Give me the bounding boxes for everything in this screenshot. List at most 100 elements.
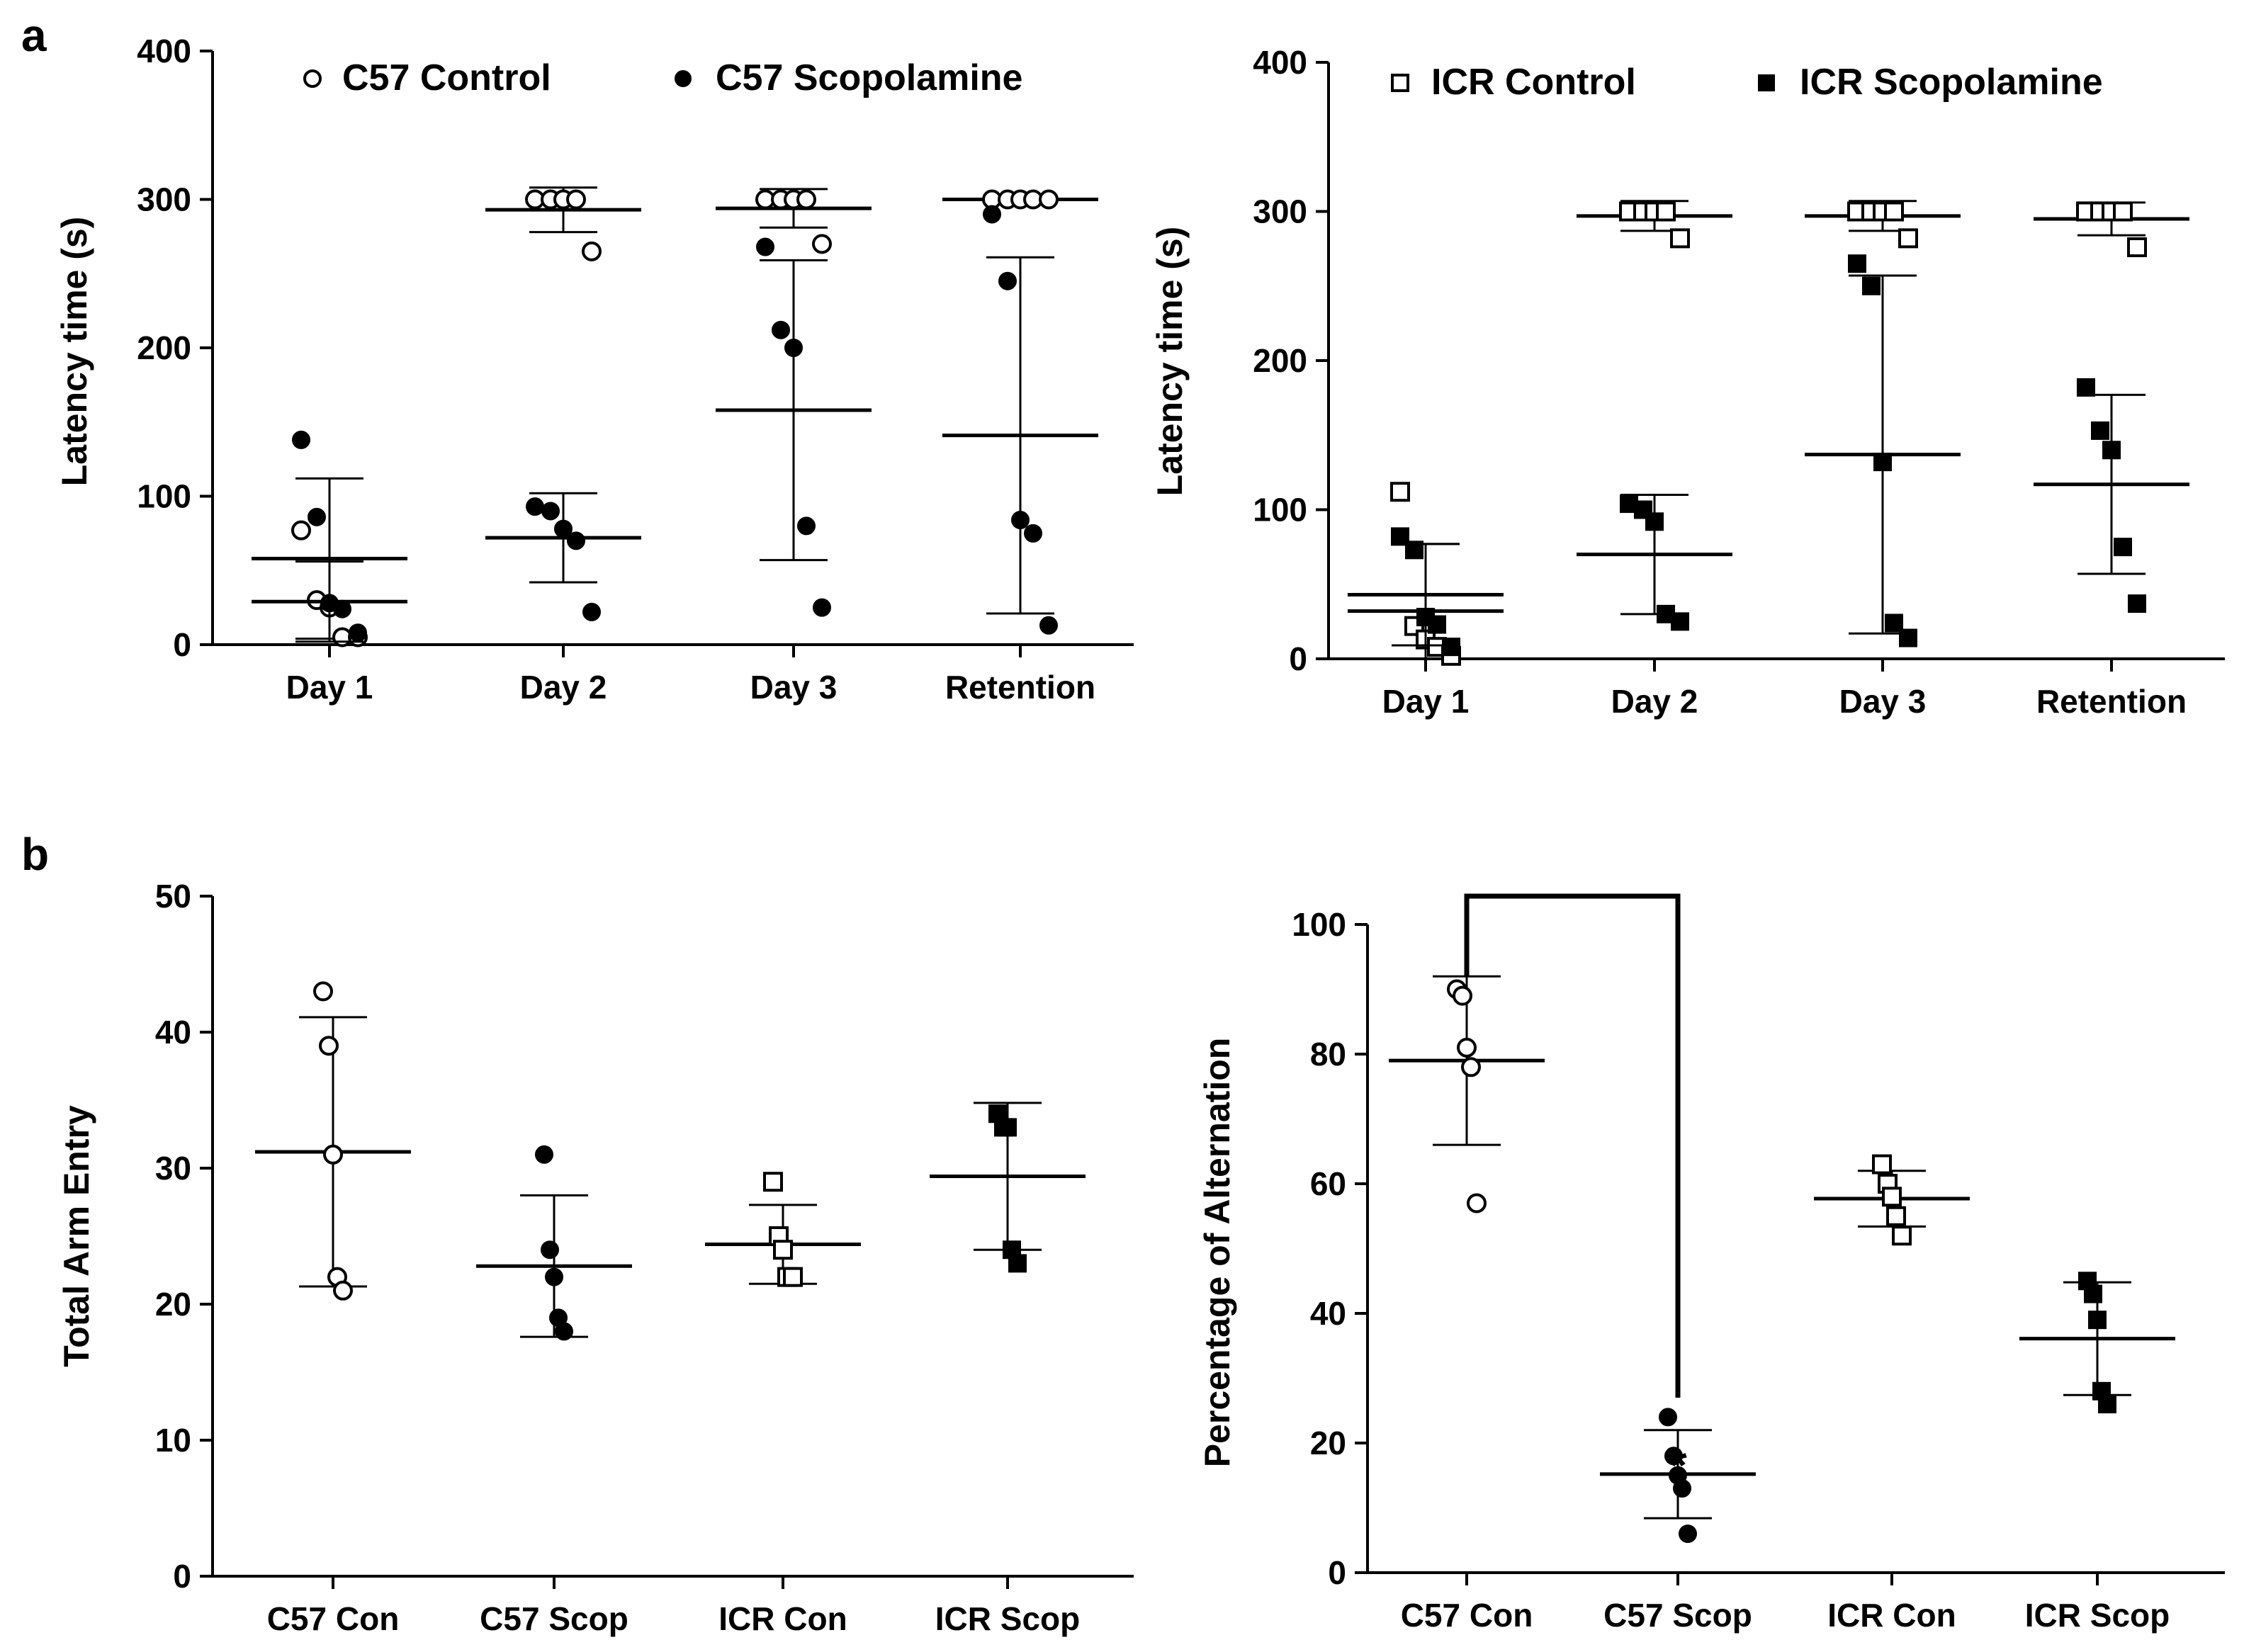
legend-marker-c57-control <box>303 69 322 88</box>
chart-total-arm-entry: 0 10 20 30 40 50 C57 Con C57 Scop ICR Con ICR Sco… <box>57 878 1134 1637</box>
significance-bracket <box>1464 893 1681 1398</box>
x-tick-label-c57-con: C57 Con <box>267 1600 400 1637</box>
data-point <box>526 497 544 516</box>
data-point <box>545 1267 563 1286</box>
series-icr-scop <box>2019 1272 2175 1414</box>
chart-percentage-alternation: 0 20 40 60 80 100 C57 Con C57 Scop ICR Con ICR Sc… <box>1197 893 2225 1634</box>
data-point <box>1390 482 1410 502</box>
data-point <box>772 320 790 339</box>
data-point <box>1467 1193 1487 1213</box>
data-point <box>2102 441 2121 460</box>
data-point <box>567 531 585 550</box>
x-tick-label-day-2: Day 2 <box>520 669 607 706</box>
significance-asterisk: * <box>1669 1439 1687 1491</box>
data-point <box>1886 1206 1906 1226</box>
data-point <box>308 507 326 526</box>
data-point <box>1453 985 1472 1006</box>
data-point <box>323 1144 343 1165</box>
data-point <box>313 981 333 1002</box>
x-tick-label-day-1: Day 1 <box>286 669 373 706</box>
y-tick-label: 0 <box>173 1558 191 1595</box>
data-point <box>2127 237 2147 258</box>
data-point <box>291 520 311 541</box>
data-point <box>983 205 1001 224</box>
data-point <box>784 339 803 357</box>
series-icr-con <box>705 1172 861 1287</box>
x-tick-label-c57-con: C57 Con <box>1401 1597 1533 1634</box>
data-point <box>783 1267 803 1287</box>
data-point <box>813 598 831 617</box>
data-point <box>1024 524 1042 543</box>
data-point <box>566 189 586 210</box>
y-tick-label: 100 <box>137 478 191 515</box>
legend-label-c57-control: C57 Control <box>342 57 551 98</box>
x-tick-label-icr-scop: ICR Scop <box>935 1600 1080 1637</box>
legend-label-icr-control: ICR Control <box>1431 62 1636 103</box>
data-point <box>2113 201 2133 222</box>
series-icr-scop <box>930 1102 1086 1273</box>
y-tick-label: 40 <box>1310 1295 1346 1332</box>
data-point <box>1892 1226 1912 1246</box>
y-axis-title: Latency time (s) <box>1150 227 1190 497</box>
data-point <box>2098 1395 2116 1414</box>
series-c57-con <box>255 981 411 1301</box>
data-point <box>1645 512 1664 531</box>
data-point <box>2077 378 2095 397</box>
data-point <box>1659 1408 1677 1427</box>
data-point <box>1442 638 1460 657</box>
data-point <box>1885 613 1903 633</box>
chart-icr-passive-avoidance: 0 100 200 300 400 Day 1 Day 2 Day 3 Retention Lat… <box>1150 44 2225 720</box>
data-point <box>349 623 367 643</box>
legend-marker-icr-scopolamine <box>1758 74 1775 91</box>
data-point <box>773 1240 793 1260</box>
x-tick-label-icr-con: ICR Con <box>718 1600 847 1637</box>
data-point <box>1873 453 1892 472</box>
legend-marker-c57-scopolamine <box>675 70 692 87</box>
y-tick-label: 100 <box>1292 906 1346 943</box>
data-point <box>1461 1057 1481 1077</box>
data-point <box>1848 254 1866 273</box>
data-point <box>1656 201 1676 222</box>
y-axis-title: Latency time (s) <box>55 217 94 487</box>
y-tick-label: 0 <box>1289 640 1307 677</box>
y-tick-label: 40 <box>155 1014 191 1051</box>
data-point <box>319 1036 339 1056</box>
data-point <box>1039 616 1058 635</box>
panel-label-b: b <box>21 829 49 880</box>
data-point <box>756 237 774 256</box>
data-point <box>541 1240 559 1260</box>
series-c57-scop <box>1600 1408 1756 1544</box>
y-tick-label: 60 <box>1310 1165 1346 1202</box>
legend-label-icr-scopolamine: ICR Scopolamine <box>1800 62 2103 103</box>
data-point <box>1008 1254 1027 1273</box>
series-c57-scop <box>476 1145 632 1341</box>
data-point <box>582 241 602 261</box>
x-tick-label-day-2: Day 2 <box>1611 683 1698 720</box>
data-point <box>2084 1284 2102 1303</box>
data-point <box>333 599 351 618</box>
data-point <box>1884 201 1904 222</box>
y-axis-title: Percentage of Alternation <box>1197 1038 1237 1468</box>
y-tick-label: 80 <box>1310 1036 1346 1073</box>
y-tick-label: 0 <box>1328 1554 1346 1591</box>
data-point <box>763 1172 783 1192</box>
data-point <box>535 1145 553 1164</box>
data-point <box>1405 541 1423 560</box>
x-tick-label-day-3: Day 3 <box>750 669 838 706</box>
chart-c57-passive-avoidance: 0 100 200 300 400 Day 1 Day 2 Day 3 Retention Lat… <box>55 33 1134 706</box>
data-point <box>998 1118 1017 1137</box>
data-point <box>1872 1154 1892 1175</box>
y-tick-label: 400 <box>137 33 191 69</box>
y-tick-label: 30 <box>155 1150 191 1187</box>
data-point <box>1899 628 1917 647</box>
data-point <box>1671 612 1689 631</box>
x-tick-label-retention: Retention <box>2036 683 2187 720</box>
data-point <box>812 234 832 254</box>
x-tick-label-retention: Retention <box>945 669 1095 706</box>
legend-label-c57-scopolamine: C57 Scopolamine <box>716 57 1022 98</box>
panel-label-a: a <box>21 10 47 61</box>
series-c57-scopolamine <box>252 205 1098 643</box>
data-point <box>2128 594 2146 613</box>
series-c57-control <box>252 186 1098 647</box>
data-point <box>1679 1524 1697 1544</box>
